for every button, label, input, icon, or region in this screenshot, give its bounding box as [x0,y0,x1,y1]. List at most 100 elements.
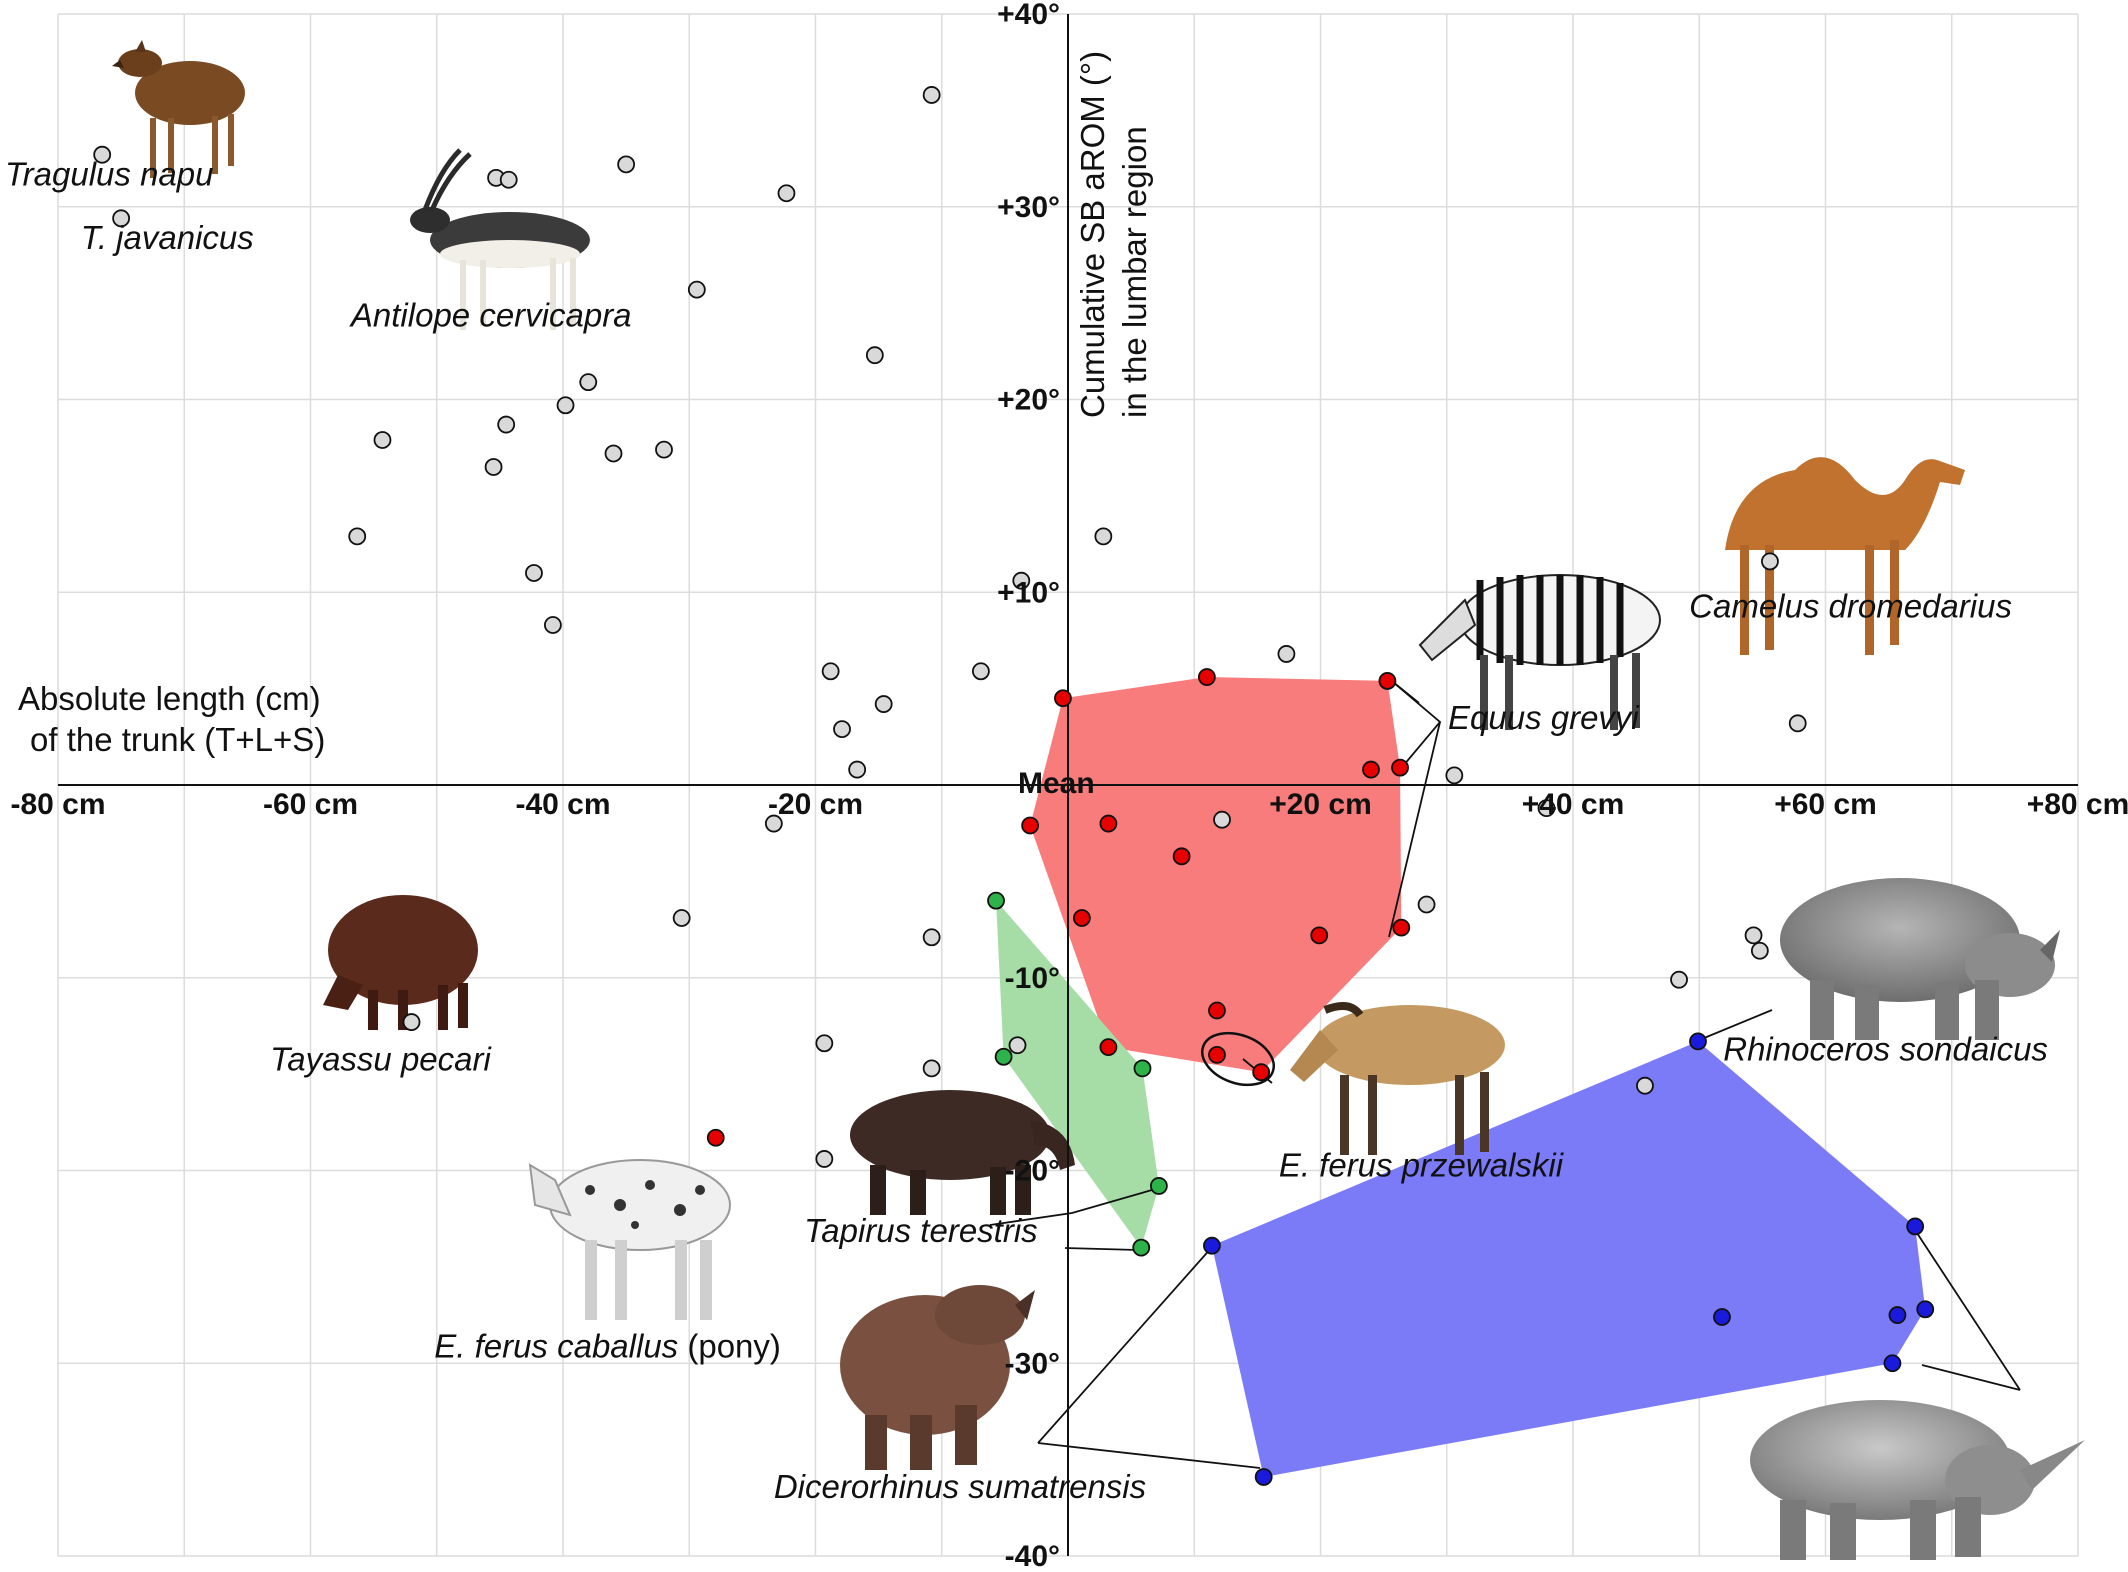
przewalski-horse-illustration [1290,1002,1505,1155]
point-rhinos [1203,1236,1221,1255]
point-equus [1099,814,1118,833]
grey-point [1761,552,1779,571]
grey-point [112,209,131,228]
species-label: Dicerorhinus sumatrensis [774,1468,1146,1505]
grey-point [672,909,691,927]
species-label: Tayassu pecari [270,1040,492,1077]
sumatran-rhino-illustration [840,1285,1035,1470]
grey-point [1744,926,1763,945]
species-labels: Tragulus napu T. javanicus Antilope cervic… [5,156,2048,1572]
point-rhinos [1916,1300,1935,1319]
grey-point [544,616,562,634]
species-label-suffix: (pony) [678,1327,781,1364]
y-tick-label: +30° [997,191,1060,224]
point-equus [1310,926,1329,945]
tick-labels: -80 cm -60 cm -40 cm -20 cm +20 cm +40 cm +60 … [10,0,2128,1572]
point-rhinos [1888,1306,1907,1324]
point-equus [1392,918,1411,937]
axes [58,14,2078,1556]
connector-line [1037,1245,1214,1444]
point-equus [1391,758,1409,777]
data-points [93,86,1935,1486]
species-label: Equus grevyi [1448,699,1640,736]
grey-point [1445,766,1464,785]
y-tick-label: +40° [997,0,1060,31]
grey-point [1788,714,1807,733]
y-tick-label: +10° [997,576,1060,609]
point-rhinos [1254,1468,1273,1486]
grey-point [93,145,112,164]
grey-point [922,928,941,947]
grey-point [922,1059,941,1078]
grey-point [1094,527,1113,546]
connector-line [1921,1364,2021,1391]
camel-illustration [1725,457,1965,655]
point-tapirus [987,891,1005,910]
species-label: E. ferus caballus (pony) [434,1327,781,1364]
species-label: Rhinoceros sondaicus [1723,1031,2048,1068]
point-rhinos [1883,1354,1902,1373]
przewalskii-highlight-ellipse [1201,1031,1275,1087]
grey-point [815,1034,834,1053]
y-tick-label: +20° [997,384,1060,417]
grey-point [499,170,518,189]
species-label: Tapirus terestris [804,1212,1038,1249]
y-tick-label: -30° [1005,1347,1060,1380]
mouse-deer-illustration [112,40,245,178]
white-rhino-illustration [1750,1400,2085,1560]
grey-point [1670,970,1688,989]
grey-point [1012,571,1031,590]
grey-point [497,415,516,434]
point-equus [1362,760,1380,779]
connector-line [989,1187,1160,1226]
species-label: T. javanicus [81,219,254,256]
peccary-illustration [323,895,478,1030]
grey-point [971,662,990,681]
animal-illustrations [112,40,2085,1560]
grey-point [655,440,673,459]
point-rhinos [1906,1217,1925,1236]
species-label: Camelus dromedarius [1689,587,2012,624]
y-axis-label-line1: Cumulative SB aROM (°) [1074,51,1111,418]
x-tick-label: +80 cm [2027,788,2128,821]
point-equus [1197,668,1216,686]
grey-point [821,662,840,681]
grey-point [777,184,796,203]
grey-point [764,814,783,833]
point-equus [1208,1001,1226,1020]
point-tapirus [1133,1059,1152,1078]
grey-point [922,86,941,104]
pony-illustration [528,1159,731,1320]
hull-tapirus [996,900,1159,1248]
tapir-illustration [850,1090,1075,1215]
point-equus [1172,847,1191,866]
point-rhinos [1713,1308,1731,1326]
convex-hulls [996,677,1926,1477]
y-axis-label-line2: in the lumbar region [1116,126,1153,418]
y-tick-label: -40° [1005,1540,1060,1567]
point-equus [706,1128,725,1147]
species-label: Tragulus napu [5,156,214,193]
connector-line [1064,1247,1139,1251]
point-equus [1208,1045,1226,1064]
point-rhinos [1689,1032,1707,1051]
grey-point [484,458,503,476]
point-equus [1054,689,1072,708]
connector-line [1388,721,1441,938]
species-label: E. ferus przewalskii [1279,1146,1565,1183]
connector-line [1914,1229,2021,1391]
x-tick-label: -20 cm [768,788,863,821]
point-tapirus [1150,1177,1168,1195]
connector-line [1037,1442,1261,1469]
grey-point [617,155,636,174]
blackbuck-illustration [410,148,590,330]
hull-equus [1030,677,1402,1073]
grey-point [815,1150,834,1168]
point-equus [1252,1063,1271,1082]
grey-point [1537,799,1556,818]
x-tick-label: -60 cm [263,788,358,821]
x-axis-label-line1: Absolute length (cm) [18,680,321,717]
grey-point [1636,1076,1654,1095]
x-tick-label: +40 cm [1522,788,1625,821]
